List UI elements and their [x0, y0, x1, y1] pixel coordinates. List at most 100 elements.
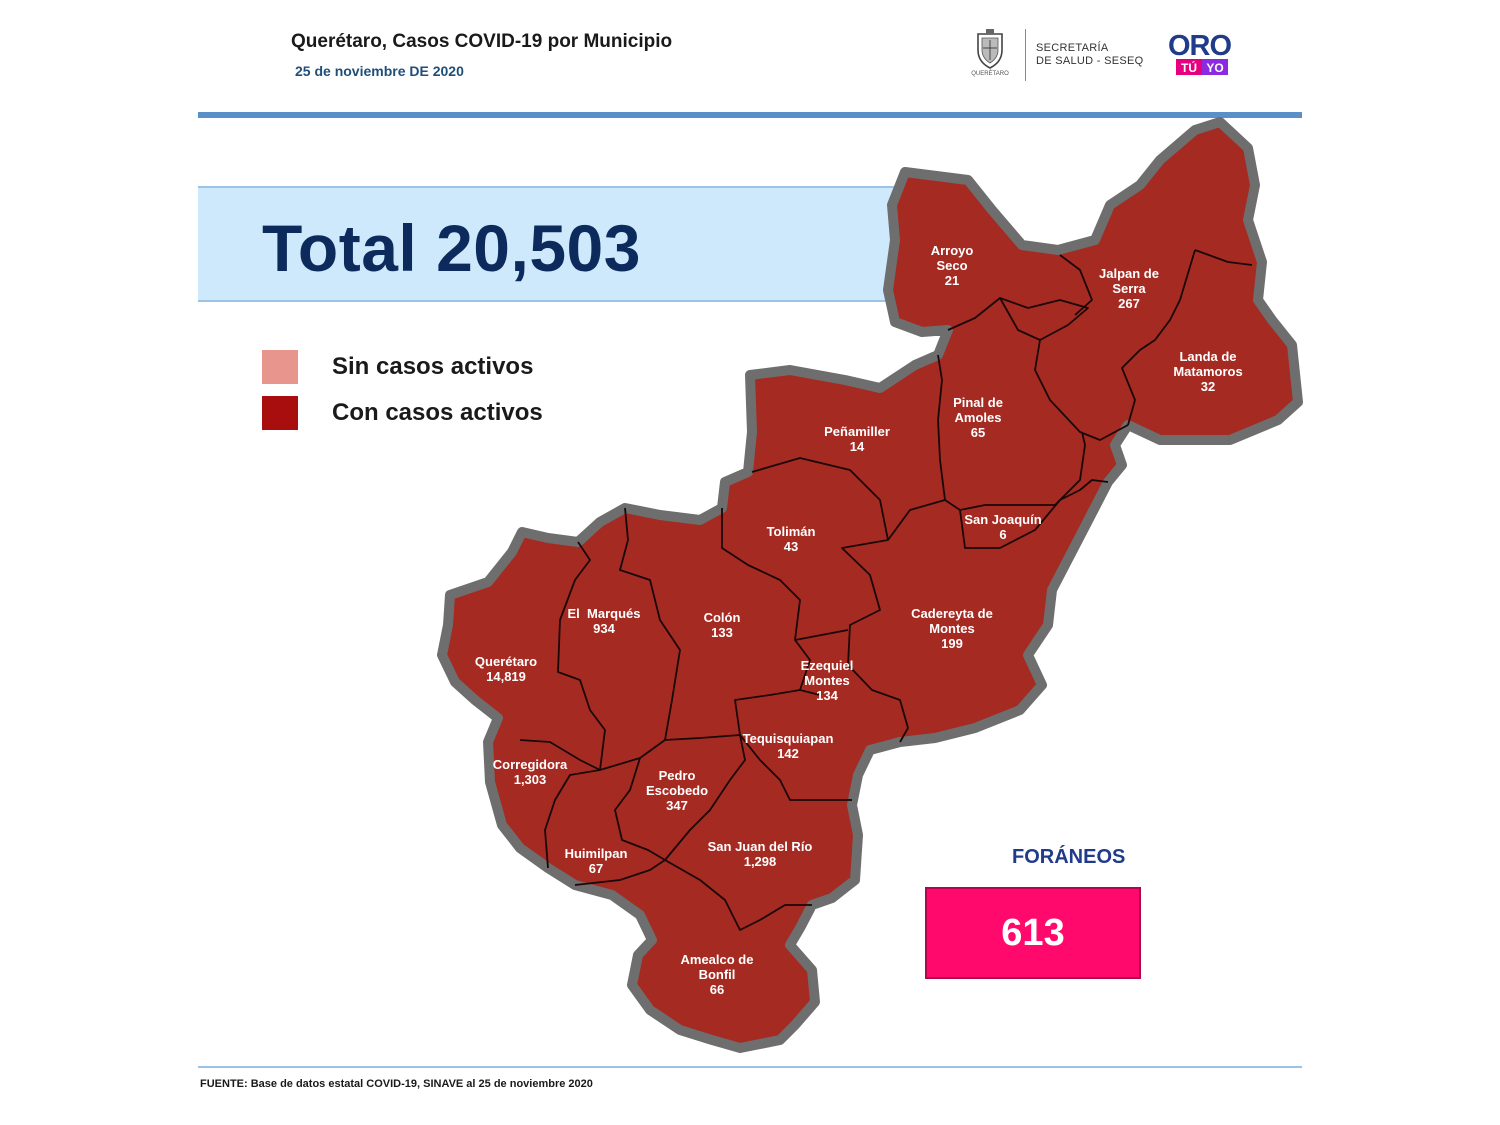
municipio-label: Jalpan de Serra 267 — [1099, 266, 1159, 311]
municipio-name: Landa de — [1179, 349, 1237, 364]
municipio-label: Pinal de Amoles 65 — [953, 395, 1003, 440]
municipal-borders — [519, 249, 1253, 931]
source-note: FUENTE: Base de datos estatal COVID-19, … — [200, 1078, 593, 1090]
municipio-label: Querétaro 14,819 — [475, 654, 537, 684]
municipio-cases: 267 — [1118, 296, 1140, 311]
municipio-cases: 347 — [666, 798, 688, 813]
municipio-label: Amealco de Bonfil 66 — [681, 952, 754, 997]
municipio-cases: 32 — [1200, 379, 1216, 394]
municipio-cases: 43 — [783, 539, 799, 554]
municipio-label: Arroyo Seco 21 — [931, 243, 974, 288]
foraneos-label: FORÁNEOS — [1012, 846, 1126, 868]
tu-text: TÚ — [1181, 60, 1197, 75]
yo-text: YO — [1206, 61, 1223, 75]
municipio-cases: 67 — [588, 861, 604, 876]
municipio-label: El Marqués 934 — [568, 606, 641, 636]
border-san-juan-south — [664, 859, 812, 931]
municipio-name: Serra — [1112, 281, 1146, 296]
municipio-label: Peñamiller 14 — [824, 424, 890, 454]
municipio-name: El Marqués — [567, 606, 641, 621]
municipio-name: Colón — [703, 610, 741, 625]
legend-label-sin-casos: Sin casos activos — [332, 353, 534, 380]
seal-icon — [977, 29, 1003, 69]
footer-rule — [198, 1066, 1302, 1068]
municipio-cases: 133 — [711, 625, 733, 640]
border-san-joaquin — [959, 479, 1109, 549]
municipio-name: Montes — [929, 621, 975, 636]
municipio-cases: 65 — [970, 425, 986, 440]
border-arroyo-seco — [947, 297, 1089, 341]
municipio-name: Bonfil — [698, 967, 736, 982]
municipio-label: Colón 133 — [704, 610, 741, 640]
municipio-cases: 14,819 — [486, 669, 526, 684]
municipio-label: Tolimán 43 — [767, 524, 816, 554]
municipio-name: Corregidora — [492, 757, 568, 772]
legend-item-con-casos: Con casos activos — [262, 396, 543, 430]
municipio-name: Escobedo — [645, 783, 709, 798]
municipio-label: San Juan del Río 1,298 — [708, 839, 813, 869]
municipio-name: San Juan del Río — [707, 839, 813, 854]
municipio-name: Amealco de — [680, 952, 754, 967]
municipio-cases: 1,303 — [513, 772, 547, 787]
municipio-cases: 934 — [593, 621, 615, 636]
border-corregidora-east — [544, 769, 601, 869]
municipio-name: Cadereyta de — [911, 606, 993, 621]
municipio-name: Pinal de — [953, 395, 1003, 410]
municipio-name: Ezequiel — [800, 658, 854, 673]
foraneos-value: 613 — [925, 887, 1141, 979]
municipio-cases: 66 — [709, 982, 725, 997]
border-landa — [1121, 249, 1253, 426]
logo-divider — [1025, 29, 1026, 81]
municipio-name: Seco — [936, 258, 968, 273]
municipio-name: Montes — [804, 673, 850, 688]
page-title: Querétaro, Casos COVID-19 por Municipio — [291, 31, 673, 52]
municipio-cases: 14 — [849, 439, 865, 454]
municipio-label: Cadereyta de Montes 199 — [911, 606, 993, 651]
municipio-name: Amoles — [954, 410, 1002, 425]
state-outline — [437, 117, 1303, 1053]
municipio-name: San Joaquín — [964, 512, 1042, 527]
municipio-label: Tequisquiapan 142 — [743, 731, 834, 761]
municipio-label: Huimilpan 67 — [565, 846, 628, 876]
border-colon — [619, 507, 821, 741]
municipio-name: Tolimán — [766, 524, 816, 539]
municipio-cases: 1,298 — [743, 854, 777, 869]
header-rule — [198, 112, 1302, 118]
municipio-label: Corregidora 1,303 — [493, 757, 567, 787]
border-pinal — [937, 354, 1086, 511]
secretaria-line-2: DE SALUD - SESEQ — [1036, 55, 1144, 67]
border-huimilpan-south — [574, 859, 666, 886]
municipio-name: Peñamiller — [824, 424, 890, 439]
municipio-label: Ezequiel Montes 134 — [801, 658, 854, 703]
legend-swatch-con-casos — [262, 396, 298, 430]
border-cadereyta-west — [841, 539, 909, 743]
seal-caption: QUERÉTARO — [971, 71, 1009, 77]
state-seal: QUERÉTARO — [965, 28, 1015, 82]
oro-text: ORO — [1168, 30, 1232, 62]
municipio-label: San Joaquín 6 — [964, 512, 1041, 542]
secretaria-text: SECRETARÍA DE SALUD - SESEQ — [1036, 42, 1144, 68]
municipio-name: Huimilpan — [564, 846, 628, 861]
border-jalpan-west — [1059, 254, 1093, 316]
report-date: 25 de noviembre DE 2020 — [295, 63, 464, 79]
municipio-name: Pedro — [658, 768, 696, 783]
municipio-name: Jalpan de — [1099, 266, 1159, 281]
total-band — [198, 186, 918, 302]
municipio-cases: 134 — [816, 688, 838, 703]
total-cases: Total 20,503 — [262, 211, 641, 285]
municipio-cases: 142 — [777, 746, 799, 761]
municipio-name: Tequisquiapan — [742, 731, 834, 746]
municipio-name: Querétaro — [474, 654, 538, 669]
municipio-label: Pedro Escobedo 347 — [646, 768, 708, 813]
legend-swatch-sin-casos — [262, 350, 298, 384]
border-jalpan-south — [1034, 339, 1129, 441]
border-pinal-north — [999, 297, 1041, 341]
legend-item-sin-casos: Sin casos activos — [262, 350, 533, 384]
oro-tu-yo-logo: ORO TÚ YO — [1168, 30, 1233, 75]
municipio-cases: 6 — [999, 527, 1007, 542]
municipio-cases: 21 — [944, 273, 960, 288]
border-queretaro-south — [519, 739, 601, 771]
municipio-name: Arroyo — [930, 243, 974, 258]
border-el-marques — [557, 541, 606, 771]
